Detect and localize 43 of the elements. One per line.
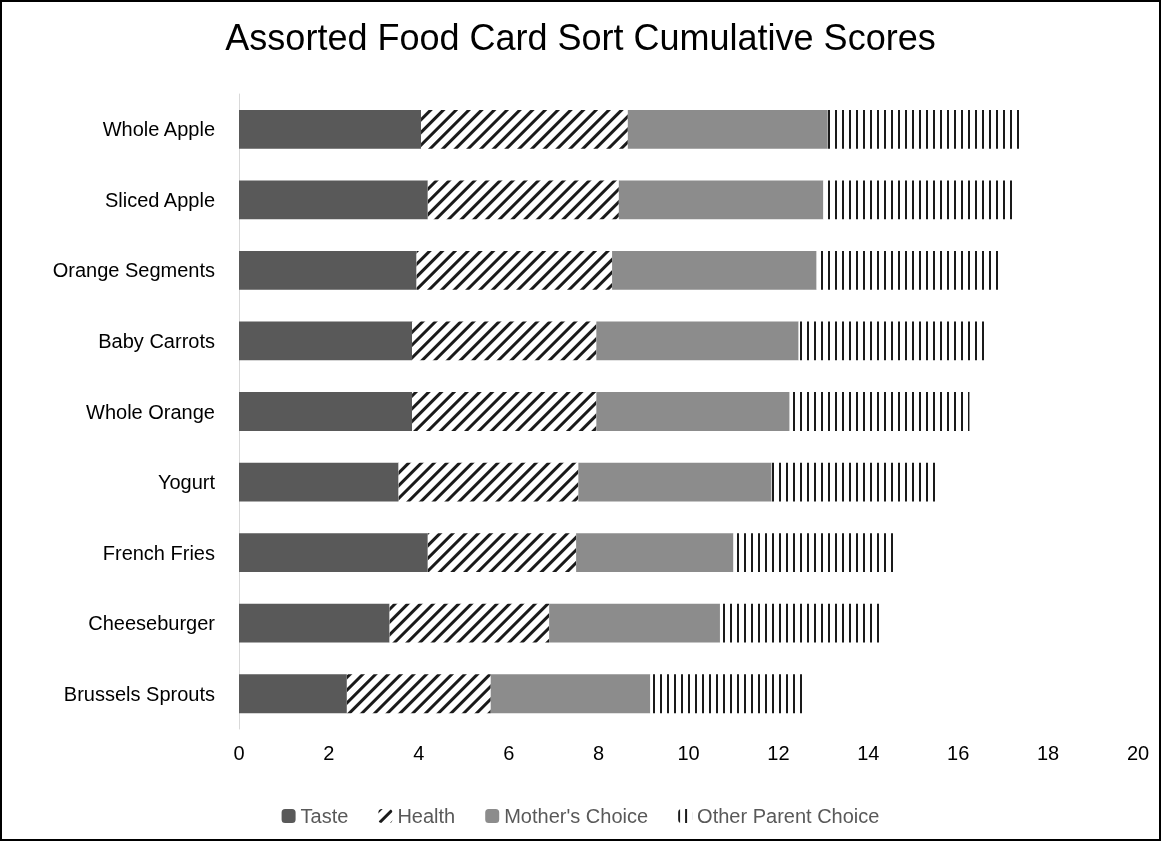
bar bbox=[239, 462, 399, 502]
bar bbox=[627, 109, 828, 149]
bar bbox=[239, 180, 428, 220]
legend-label: Taste bbox=[300, 805, 349, 827]
x-tick-label: 0 bbox=[233, 742, 245, 764]
x-tick-label: 8 bbox=[593, 742, 605, 764]
x-tick-label: 14 bbox=[857, 742, 880, 764]
x-tick-label: 6 bbox=[503, 742, 515, 764]
legend-label: Other Parent Choice bbox=[697, 805, 880, 827]
y-tick-label: Orange Segments bbox=[52, 259, 215, 282]
y-tick-label: French Fries bbox=[102, 541, 215, 564]
bar bbox=[618, 180, 824, 220]
x-tick-label: 20 bbox=[1126, 742, 1150, 764]
y-tick-label: Baby Carrots bbox=[98, 329, 215, 352]
bar bbox=[490, 674, 651, 714]
bar bbox=[596, 392, 790, 431]
bar bbox=[239, 603, 390, 643]
x-tick-label: 10 bbox=[677, 742, 700, 764]
x-tick-label: 2 bbox=[323, 742, 335, 764]
bar bbox=[612, 250, 817, 290]
y-tick-label: Brussels Sprouts bbox=[63, 682, 215, 705]
bar bbox=[239, 321, 413, 361]
bar bbox=[578, 462, 772, 502]
bar bbox=[239, 674, 347, 714]
legend-label: Health bbox=[397, 805, 456, 827]
chart-title: Assorted Food Card Sort Cumulative Scores bbox=[225, 16, 936, 58]
x-tick-label: 18 bbox=[1036, 742, 1060, 764]
bar bbox=[239, 109, 422, 149]
y-tick-label: Whole Orange bbox=[86, 400, 215, 423]
x-tick-label: 4 bbox=[413, 742, 425, 764]
bar bbox=[576, 533, 734, 573]
bar bbox=[596, 321, 799, 361]
y-tick-label: Sliced Apple bbox=[104, 188, 215, 211]
legend-label: Mother's Choice bbox=[504, 805, 649, 827]
y-tick-label: Whole Apple bbox=[102, 118, 215, 141]
bar bbox=[239, 533, 428, 573]
y-tick-label: Cheeseburger bbox=[88, 612, 216, 635]
bar bbox=[239, 250, 417, 290]
y-tick-label: Yogurt bbox=[157, 471, 216, 494]
bar bbox=[549, 603, 720, 643]
bar bbox=[239, 392, 413, 431]
x-tick-label: 16 bbox=[947, 742, 970, 764]
x-tick-label: 12 bbox=[767, 742, 790, 764]
